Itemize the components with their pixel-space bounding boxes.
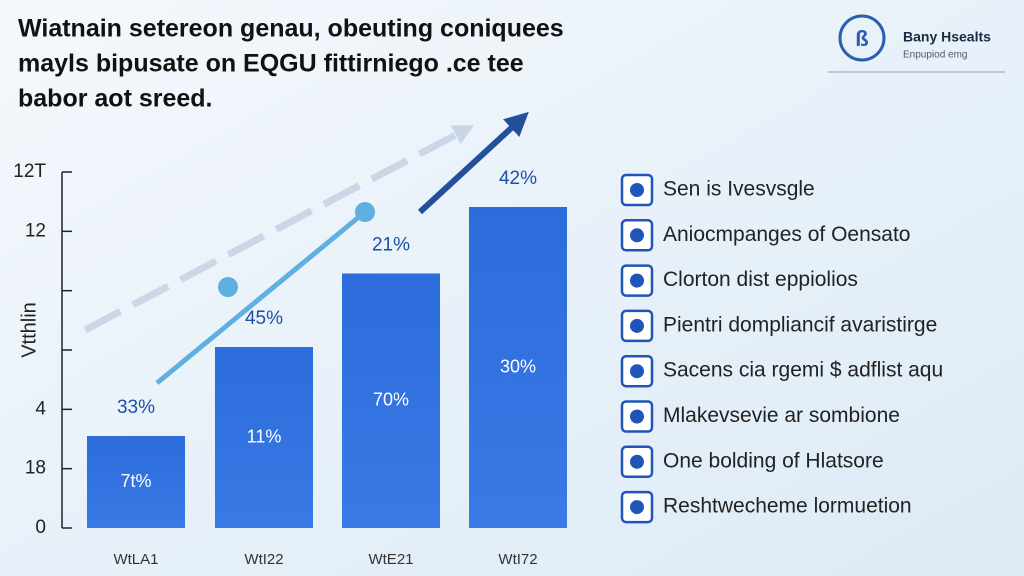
- legend-label: Sacens cia rgemi $ adflist aqu: [663, 359, 943, 382]
- bar: [469, 207, 567, 529]
- y-tick-label: 0: [35, 517, 46, 538]
- legend-icon-glyph: [630, 364, 644, 379]
- legend-label: One bolding of Hlatsore: [663, 449, 884, 472]
- x-tick-label: WtLA1: [113, 551, 158, 568]
- y-tick-label: 4: [35, 398, 46, 419]
- legend-icon-glyph: [630, 273, 644, 288]
- trend-dot: [218, 277, 238, 297]
- legend-icon-glyph: [630, 318, 644, 333]
- title-line: Wiatnain setereon genau, obeuting coniqu…: [18, 15, 564, 43]
- x-tick-label: WtI22: [244, 551, 283, 568]
- logo-glyph: ß: [855, 26, 868, 51]
- logo-icon: [838, 14, 886, 62]
- title-line: babor aot sreed.: [18, 85, 213, 113]
- bar-top-label: 33%: [117, 397, 155, 418]
- legend-label: Clorton dist eppiolios: [663, 268, 858, 291]
- x-tick-label: WtE21: [368, 551, 413, 568]
- bar-top-label: 45%: [245, 308, 283, 329]
- trend-arrow: [417, 111, 529, 215]
- bar-inner-label: 7t%: [120, 471, 151, 491]
- bar-top-label: 42%: [499, 168, 537, 189]
- bar: [215, 347, 313, 528]
- legend-label: Aniocmpanges of Oensato: [663, 223, 911, 246]
- y-axis-label: Vtthlin: [18, 302, 40, 358]
- legend-label: Sen is Ivesvsgle: [663, 178, 815, 201]
- title-line: mayls bipusate on EQGU fittirniego .ce t…: [18, 50, 524, 78]
- bar-top-label: 21%: [372, 234, 410, 255]
- legend-label: Pientri dompliancif avaristirge: [663, 313, 937, 336]
- y-tick-label: 12T: [13, 161, 46, 182]
- trend-arrow-faded: [83, 125, 475, 334]
- legend-icon-glyph: [630, 454, 644, 469]
- logo-name: Bany Hsealts: [903, 29, 991, 45]
- bar: [342, 273, 440, 528]
- bar-inner-label: 11%: [247, 426, 282, 446]
- legend-icon-glyph: [630, 228, 644, 243]
- y-tick-label: 18: [25, 458, 46, 479]
- legend-icon-glyph: [630, 183, 644, 197]
- legend-icon-glyph: [630, 409, 644, 424]
- x-tick-label: WtI72: [498, 551, 537, 568]
- bar-inner-label: 70%: [373, 389, 409, 409]
- bar: [87, 436, 185, 528]
- bar-inner-label: 30%: [500, 356, 536, 376]
- legend-label: Reshtwecheme lormuetion: [663, 495, 912, 518]
- trend-line: [155, 210, 367, 385]
- legend-icon-glyph: [630, 500, 644, 515]
- logo-tagline: Enpupiod emg: [903, 50, 968, 61]
- y-tick-label: 12: [25, 220, 46, 241]
- legend-label: Mlakevsevie ar sombione: [663, 404, 900, 427]
- trend-dot: [355, 202, 375, 222]
